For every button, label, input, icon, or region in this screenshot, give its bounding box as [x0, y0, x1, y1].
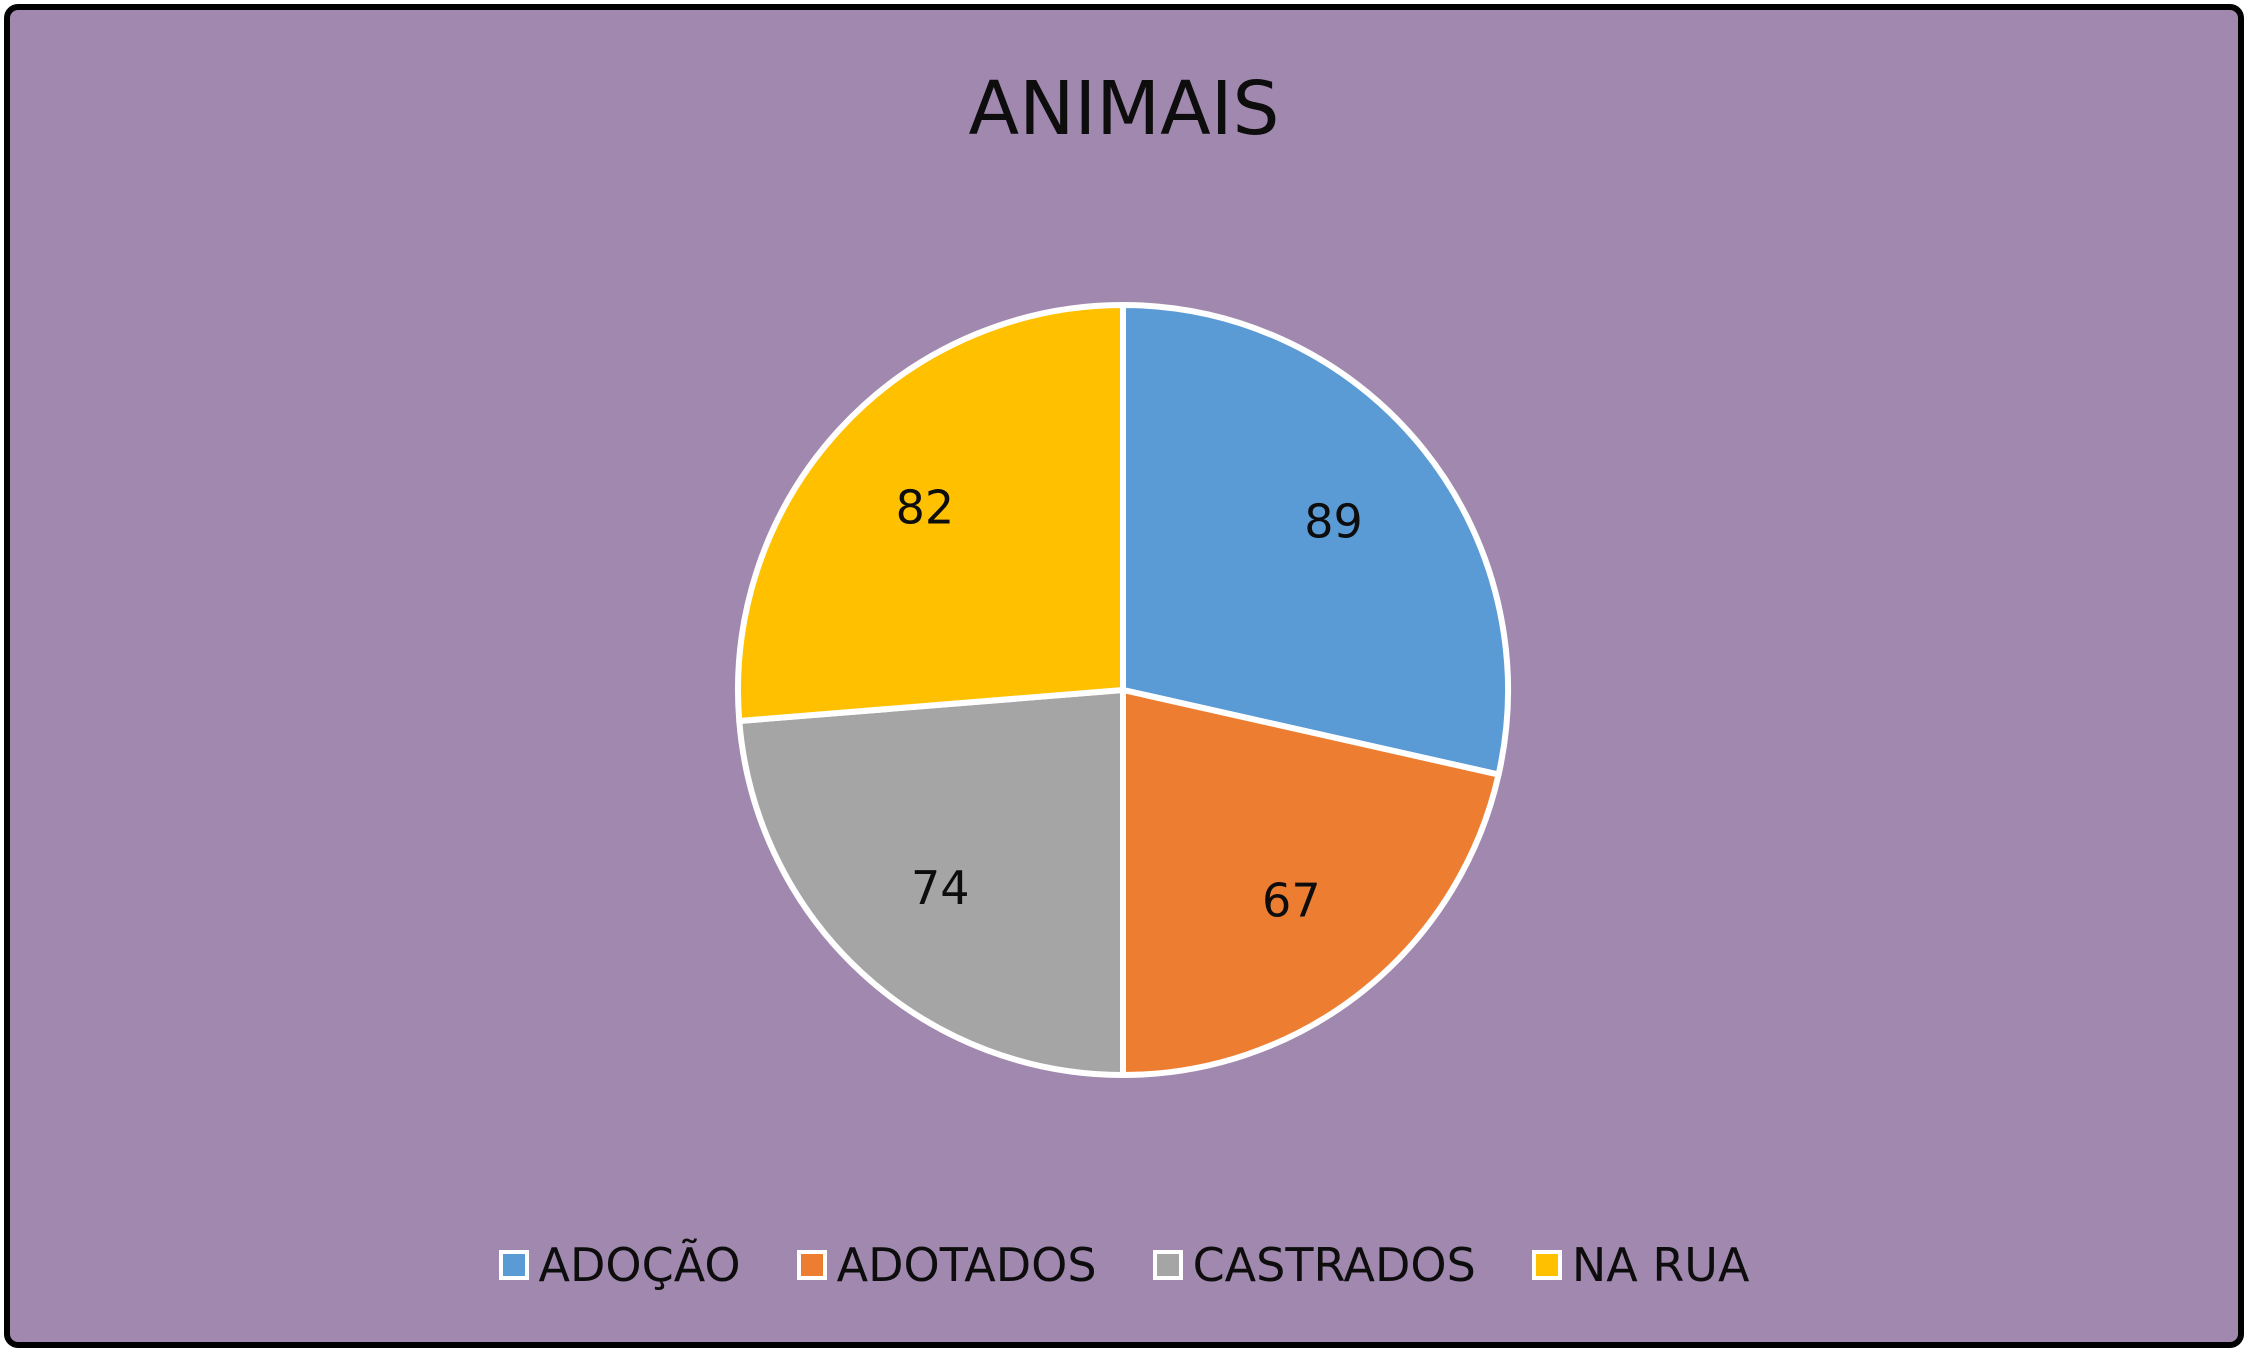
legend-item: ADOTADOS: [796, 1238, 1097, 1292]
legend-label: ADOTADOS: [836, 1238, 1097, 1292]
legend-swatch: [1152, 1250, 1183, 1280]
legend-item: ADOÇÃO: [498, 1238, 741, 1292]
data-label-4: 82: [896, 480, 955, 534]
legend-swatch: [796, 1250, 827, 1280]
legend-label: ADOÇÃO: [538, 1238, 741, 1292]
legend-label: NA RUA: [1571, 1238, 1750, 1292]
pie-slice-1: [1120, 302, 1511, 778]
chart-legend: ADOÇÃO ADOTADOS CASTRADOS NA RUA: [10, 1242, 2238, 1288]
pie-chart: 89 67 74 82: [735, 302, 1511, 1078]
pie-slice-4: [735, 302, 1126, 724]
legend-swatch: [1531, 1250, 1562, 1280]
legend-item: NA RUA: [1531, 1238, 1750, 1292]
pie-slice-3: [736, 687, 1126, 1078]
legend-label: CASTRADOS: [1192, 1238, 1476, 1292]
legend-swatch: [498, 1250, 529, 1280]
legend-item: CASTRADOS: [1152, 1238, 1476, 1292]
pie-slice-2: [1120, 687, 1502, 1078]
data-label-1: 89: [1304, 495, 1363, 549]
chart-area: ANIMAIS 89 67 74 82 ADOÇÃO ADOTADOS CASTRADOS…: [4, 4, 2244, 1348]
data-label-3: 74: [911, 861, 970, 915]
data-label-2: 67: [1262, 873, 1321, 927]
chart-title: ANIMAIS: [968, 66, 1280, 152]
